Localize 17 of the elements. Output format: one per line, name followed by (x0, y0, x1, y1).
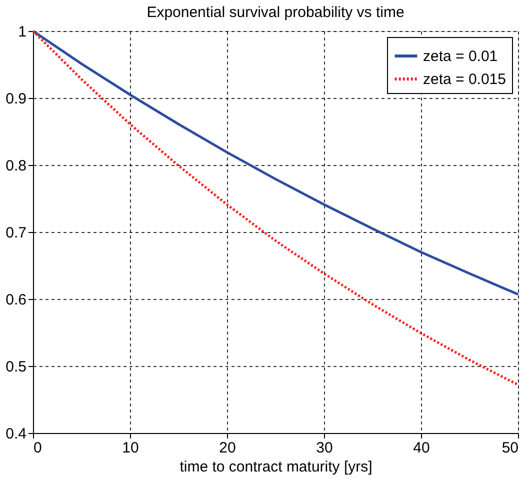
y-tick-label: 0.9 (6, 90, 26, 108)
y-tick-label: 0.7 (6, 224, 26, 242)
x-axis-title: time to contract maturity [yrs] (180, 458, 372, 476)
y-tick-label: 0.5 (6, 358, 26, 376)
x-tick-label: 10 (122, 440, 139, 456)
x-tick-label: 50 (502, 440, 518, 456)
x-tick-label: 40 (413, 440, 430, 456)
legend-label: zeta = 0.015 (423, 71, 506, 88)
chart-title: Exponential survival probability vs time (146, 4, 404, 21)
x-tick-label: 0 (34, 440, 42, 456)
y-tick-label: 0.8 (6, 158, 26, 174)
legend-label: zeta = 0.01 (423, 48, 498, 65)
y-tick-label: 0.6 (6, 292, 26, 308)
y-tick-label: 1 (18, 24, 26, 40)
x-tick-label: 30 (316, 440, 333, 456)
x-tick-label: 20 (219, 440, 236, 456)
y-tick-label: 0.4 (6, 426, 26, 442)
